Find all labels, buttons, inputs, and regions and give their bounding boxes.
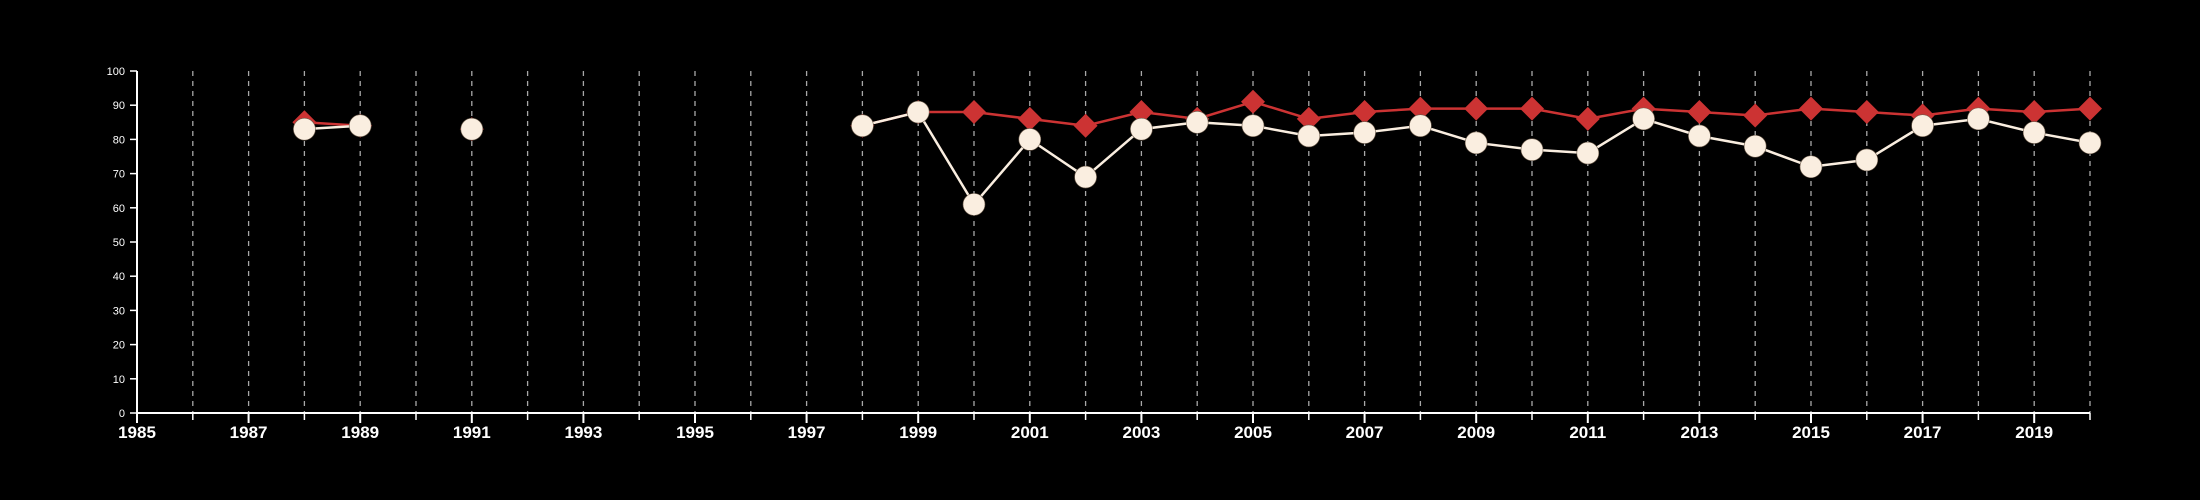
x-tick-label: 2017	[1904, 423, 1942, 442]
data-point	[1856, 149, 1878, 171]
x-tick-label: 2013	[1680, 423, 1718, 442]
y-tick-label: 40	[113, 271, 125, 283]
data-point	[1464, 97, 1488, 121]
y-tick-label: 100	[107, 66, 125, 78]
y-axis: 0 10 20 30 40 50 60 70 80 90 100	[107, 66, 137, 420]
data-point	[1075, 166, 1097, 188]
y-tick-label: 20	[113, 340, 125, 352]
data-point	[1409, 115, 1431, 137]
x-tick-label: 2005	[1234, 423, 1272, 442]
y-tick-label: 60	[113, 203, 125, 215]
x-tick-label: 2019	[2015, 423, 2053, 442]
data-point	[1074, 114, 1098, 138]
data-point	[1800, 156, 1822, 178]
data-point	[1520, 97, 1544, 121]
x-tick-label: 1989	[341, 423, 379, 442]
y-tick-label: 70	[113, 169, 125, 181]
x-tick-label: 2009	[1457, 423, 1495, 442]
data-point	[1186, 111, 1208, 133]
data-point	[1521, 139, 1543, 161]
data-point	[1465, 132, 1487, 154]
y-tick-label: 10	[113, 374, 125, 386]
data-point	[1354, 122, 1376, 144]
data-point	[851, 115, 873, 137]
data-point	[1353, 100, 1377, 124]
data-point	[1577, 142, 1599, 164]
data-point	[907, 101, 929, 123]
x-tick-label: 2007	[1346, 423, 1384, 442]
data-point	[1242, 115, 1264, 137]
x-tick-label: 1997	[788, 423, 826, 442]
data-point	[1744, 135, 1766, 157]
x-tick-label: 2001	[1011, 423, 1049, 442]
data-point	[1130, 118, 1152, 140]
series-2	[293, 101, 2101, 215]
data-point	[1241, 90, 1265, 114]
data-point	[2022, 100, 2046, 124]
y-tick-label: 90	[113, 100, 125, 112]
y-tick-label: 0	[119, 408, 125, 420]
y-tick-label: 30	[113, 305, 125, 317]
x-tick-label: 1987	[230, 423, 268, 442]
data-point	[962, 100, 986, 124]
data-point	[1576, 107, 1600, 131]
x-tick-label: 2011	[1569, 423, 1606, 442]
data-point	[1855, 100, 1879, 124]
data-point	[2078, 97, 2102, 121]
data-point	[1019, 128, 1041, 150]
x-tick-label: 1993	[564, 423, 602, 442]
y-tick-label: 80	[113, 134, 125, 146]
data-point	[1633, 108, 1655, 130]
x-tick-label: 1999	[899, 423, 937, 442]
data-point	[963, 193, 985, 215]
x-tick-label: 2003	[1122, 423, 1160, 442]
x-tick-label: 1985	[118, 423, 156, 442]
data-point	[1687, 100, 1711, 124]
data-point	[293, 118, 315, 140]
data-point	[1018, 107, 1042, 131]
data-point	[1743, 103, 1767, 127]
x-tick-label: 1991	[453, 423, 491, 442]
data-point	[2079, 132, 2101, 154]
x-tick-label: 1995	[676, 423, 714, 442]
data-point	[1799, 97, 1823, 121]
data-point	[461, 118, 483, 140]
data-point	[1688, 125, 1710, 147]
data-point	[1298, 125, 1320, 147]
y-tick-label: 50	[113, 237, 125, 249]
data-point	[349, 115, 371, 137]
data-point	[1912, 115, 1934, 137]
data-point	[2023, 122, 2045, 144]
data-point	[1967, 108, 1989, 130]
x-axis: 1985 1987 1989 1991 1993 1995 1997 1999 2001 2003…	[118, 413, 2090, 442]
x-tick-label: 2015	[1792, 423, 1830, 442]
